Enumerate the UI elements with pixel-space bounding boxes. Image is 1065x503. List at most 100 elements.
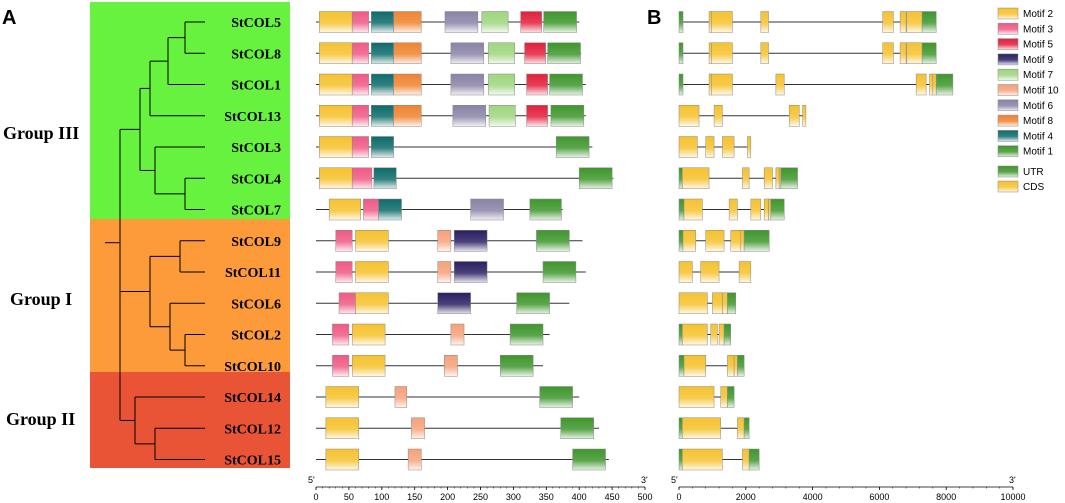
motif-box — [355, 292, 389, 314]
gene-label: StCOL2 — [231, 329, 281, 344]
motif-box — [371, 73, 394, 96]
utr-box — [921, 42, 937, 64]
motif-box — [520, 11, 542, 33]
axis-tick-label: 300 — [506, 492, 521, 502]
motif-box — [550, 105, 585, 127]
group-label: Group III — [3, 123, 79, 143]
legend-label: Motif 10 — [1023, 86, 1059, 97]
axis-tick-label: 150 — [407, 492, 422, 502]
cds-box — [711, 73, 733, 96]
cds-box — [722, 136, 735, 158]
structure-row — [678, 167, 798, 189]
group-bands — [90, 2, 290, 468]
motif-box — [526, 105, 548, 127]
motif-box — [393, 11, 422, 33]
panel-a-label: A — [2, 7, 16, 29]
group-labels: Group III Group I Group II — [3, 123, 79, 429]
legend-swatch — [997, 23, 1019, 35]
motif-box — [529, 198, 562, 221]
motif-axis: 5' 3' 0 50 100 150 200 250 300 350 400 450 500 — [308, 475, 653, 502]
utr-box — [678, 42, 684, 64]
motif-row — [316, 105, 586, 127]
axis-tick-label: 2000 — [736, 492, 756, 502]
cds-box — [747, 136, 752, 158]
motif-box — [319, 73, 353, 96]
axis-tick-label: 100 — [374, 492, 389, 502]
group-label: Group II — [6, 409, 75, 429]
structure-row — [678, 230, 770, 252]
legend-label: Motif 5 — [1023, 40, 1053, 51]
motif-box — [481, 11, 509, 33]
motif-box — [524, 42, 546, 64]
motif-box — [470, 198, 504, 221]
motif-box — [509, 323, 544, 346]
motif-box — [319, 136, 353, 158]
cds-box — [763, 167, 773, 189]
utr-cds-legend: UTR CDS — [997, 165, 1044, 193]
utr-box — [678, 11, 684, 33]
utr-box — [678, 355, 685, 377]
gene-label: StCOL11 — [225, 266, 281, 281]
cds-box — [727, 355, 735, 377]
phylogenetic-tree — [105, 21, 205, 460]
motif-box — [351, 11, 369, 33]
motif-box — [516, 292, 550, 314]
legend-swatch — [997, 53, 1019, 66]
gene-label: StCOL10 — [224, 360, 281, 375]
utr-box — [678, 448, 683, 471]
motif-box — [335, 261, 353, 283]
structure-row — [678, 261, 752, 283]
axis-tick-label: 250 — [473, 492, 488, 502]
gene-label: StCOL13 — [224, 110, 281, 125]
motif-box — [328, 198, 361, 221]
cds-box — [720, 386, 728, 408]
utr-box — [780, 167, 798, 189]
cds-box — [778, 167, 782, 189]
cds-box — [763, 198, 769, 221]
legend-swatch — [997, 68, 1019, 81]
motif-box — [542, 261, 577, 283]
gene-label: StCOL1 — [231, 79, 281, 94]
motif-box — [394, 386, 408, 408]
cds-box — [906, 42, 923, 64]
motif-box — [335, 230, 353, 252]
axis-5prime: 5' — [308, 475, 315, 485]
gene-labels: StCOL5 StCOL8 StCOL1 StCOL13 StCOL3 StCOL4 StC… — [224, 16, 281, 469]
structure-row — [678, 42, 937, 64]
gene-label: StCOL5 — [231, 16, 281, 31]
legend-label: Motif 7 — [1023, 70, 1053, 81]
group-band — [90, 219, 290, 372]
gene-label: StCOL3 — [231, 141, 281, 156]
cds-box — [730, 230, 742, 252]
cds-box — [682, 417, 722, 439]
cds-box — [742, 167, 750, 189]
utr-box — [743, 230, 770, 252]
cds-box — [760, 42, 769, 64]
cds-box — [682, 167, 710, 189]
cds-box — [750, 198, 762, 221]
structure-row — [678, 386, 735, 408]
motif-box — [355, 261, 389, 283]
motif-box — [453, 230, 488, 252]
structure-row — [678, 323, 732, 346]
cds-box — [711, 11, 733, 33]
motif-row — [316, 261, 586, 283]
motif-box — [351, 73, 369, 96]
structure-row — [678, 292, 737, 314]
gene-label: StCOL15 — [224, 454, 281, 469]
motif-box — [526, 73, 548, 96]
cds-box — [906, 11, 923, 33]
cds-box — [738, 261, 752, 283]
axis-tick-label: 50 — [344, 492, 354, 502]
motif-box — [393, 42, 422, 64]
structure-row — [678, 136, 752, 158]
gene-label: StCOL12 — [224, 422, 281, 437]
motif-box — [437, 292, 471, 314]
cds-box — [682, 448, 723, 471]
cds-box — [740, 230, 745, 252]
cds-box — [742, 448, 750, 471]
gene-label: StCOL6 — [231, 297, 281, 312]
axis-3prime: 3' — [641, 475, 648, 485]
legend-label: Motif 4 — [1023, 131, 1053, 142]
